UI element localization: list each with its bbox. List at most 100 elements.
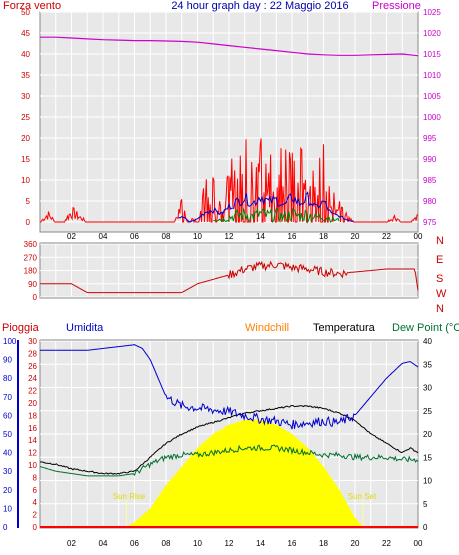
temp-tick-label: 5 [423,500,428,509]
x-tick-label: 18 [319,539,328,548]
x-tick-label: 18 [319,232,328,241]
pressure-series-line [40,36,419,57]
direction-letter: W [436,288,447,300]
rain-tick-label: 2 [33,511,38,520]
wind-tick-label: 50 [21,8,30,17]
x-tick-label: 00 [414,232,423,241]
wind-tick-label: 20 [21,134,30,143]
temp-tick-label: 0 [423,523,428,532]
temp-tick-label: 25 [423,407,432,416]
direction-grid [40,243,418,298]
humidity-tick-label: 50 [3,430,12,439]
humidity-tick-label: 90 [3,356,12,365]
humidity-tick-label: 100 [3,337,17,346]
temp-tick-label: 15 [423,453,432,462]
temp-axis-ticks: 0 5 10 15 20 25 30 35 40 [423,337,432,532]
temperature-label: Temperatura [313,322,376,334]
pressure-tick-label: 1015 [423,50,441,59]
rain-tick-label: 4 [33,498,38,507]
pressure-tick-label: 985 [423,176,437,185]
rain-tick-label: 0 [33,523,38,532]
wind-tick-label: 15 [21,155,30,164]
wind-tick-label: 10 [21,176,30,185]
pressure-tick-label: 1020 [423,29,441,38]
rain-tick-label: 6 [33,486,38,495]
humidity-tick-label: 60 [3,411,12,420]
temp-tick-label: 10 [423,477,432,486]
temperature-series-line [39,404,419,475]
x-tick-label: 08 [162,232,171,241]
pressure-title: Pressione [372,0,421,12]
wind-tick-label: 5 [26,197,31,206]
wind-tick-label: 45 [21,29,30,38]
bottom-x-ticks: 02 04 06 08 10 12 14 16 18 20 22 00 [67,539,423,548]
direction-letter: N [436,235,444,247]
rain-label: Pioggia [2,322,40,334]
pressure-tick-label: 995 [423,134,437,143]
x-tick-label: 02 [67,539,76,548]
pressure-tick-label: 975 [423,218,437,227]
humidity-tick-label: 80 [3,374,12,383]
x-tick-label: 16 [288,232,297,241]
x-tick-label: 22 [382,232,391,241]
sunrise-label: Sun Rise [113,492,146,501]
wind-tick-label: 35 [21,71,30,80]
wind-gust-line [213,207,340,224]
x-tick-label: 04 [99,539,108,548]
pressure-tick-label: 1010 [423,71,441,80]
direction-tick-label: 90 [28,280,37,289]
direction-tick-label: 270 [24,253,38,262]
x-tick-label: 20 [351,232,360,241]
humidity-tick-label: 10 [3,504,12,513]
humidity-tick-label: 30 [3,467,12,476]
x-tick-label: 02 [67,232,76,241]
direction-tick-label: 180 [24,267,38,276]
x-tick-label: 06 [130,232,139,241]
humidity-tick-label: 40 [3,449,12,458]
sunset-label: Sun Set [348,492,377,501]
x-tick-label: 10 [193,232,202,241]
wind-tick-label: 25 [21,113,30,122]
x-tick-label: 14 [256,232,265,241]
rain-tick-label: 14 [28,436,37,445]
direction-letter: E [436,254,443,266]
wind-axis-ticks: 0 5 10 15 20 25 30 35 40 45 50 [21,8,30,227]
rain-tick-label: 8 [33,473,38,482]
direction-series [40,260,419,294]
dewpoint-series-line [39,444,419,477]
rain-tick-label: 18 [28,411,37,420]
x-tick-label: 20 [351,539,360,548]
rain-tick-label: 12 [28,449,37,458]
pressure-tick-label: 1000 [423,113,441,122]
graph-title: 24 hour graph day : 22 Maggio 2016 [171,0,348,12]
direction-letter: N [436,303,444,315]
windchill-label: Windchill [245,322,289,334]
x-tick-label: 16 [288,539,297,548]
humidity-tick-label: 20 [3,486,12,495]
humidity-label: Umidita [66,322,104,334]
x-tick-label: 12 [225,232,234,241]
rain-tick-label: 16 [28,424,37,433]
humidity-tick-label: 0 [3,523,8,532]
direction-letter: S [436,273,443,285]
rain-tick-label: 20 [28,399,37,408]
pressure-axis-ticks: 975 980 985 990 995 1000 1005 1010 1015 1020 1025 [423,8,441,227]
wind-title: Forza vento [3,0,61,12]
x-tick-label: 22 [382,539,391,548]
rain-tick-label: 22 [28,387,37,396]
pressure-tick-label: 1025 [423,8,441,17]
pressure-tick-label: 980 [423,197,437,206]
x-tick-label: 14 [256,539,265,548]
direction-tick-label: 0 [33,293,38,302]
bottom-series [39,344,419,527]
rain-tick-label: 10 [28,461,37,470]
pressure-tick-label: 990 [423,155,437,164]
direction-axis-ticks: 0 90 180 270 360 [24,240,38,302]
x-tick-label: 06 [130,539,139,548]
top-series [40,36,419,224]
wind-tick-label: 40 [21,50,30,59]
pressure-tick-label: 1005 [423,92,441,101]
